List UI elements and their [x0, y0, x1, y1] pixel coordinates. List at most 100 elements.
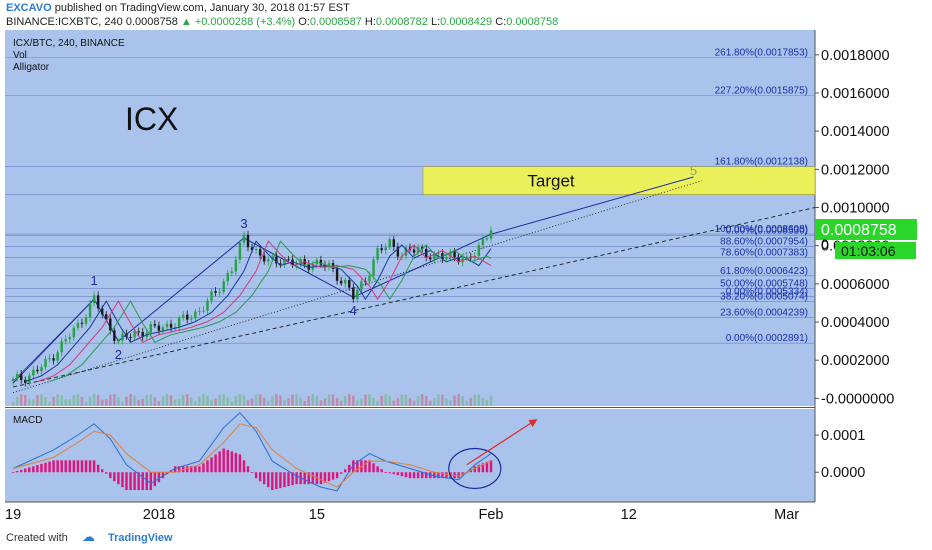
- macd-histogram-bar: [295, 472, 298, 485]
- tradingview-brand[interactable]: TradingView: [108, 532, 173, 544]
- highlight-circle: [448, 447, 502, 490]
- macd-histogram-bar: [311, 472, 315, 485]
- close-value: 0.0008758: [506, 16, 559, 28]
- candle-body: [473, 255, 477, 259]
- open-label: O:: [298, 16, 310, 28]
- volume-bar: [133, 395, 136, 406]
- volume-bar: [368, 394, 371, 406]
- annotation-title: ICX: [125, 101, 178, 137]
- candle-body: [238, 242, 242, 260]
- candle-body: [28, 375, 31, 383]
- price-axis-label: 0.0006000: [821, 277, 890, 293]
- macd-histogram-bar: [416, 472, 420, 479]
- volume-bar: [348, 394, 351, 406]
- volume-bar: [19, 394, 23, 406]
- candle-body: [477, 245, 481, 256]
- volume-bar: [364, 394, 367, 406]
- wave-projection-line: [490, 176, 694, 235]
- macd-histogram-bar: [48, 461, 51, 473]
- macd-histogram-bar: [121, 472, 124, 488]
- volume-bar: [303, 400, 306, 406]
- volume-bar: [380, 395, 383, 406]
- volume-bar: [48, 401, 51, 406]
- macd-histogram-bar: [129, 472, 132, 491]
- macd-axis-label: 0.0000: [821, 465, 865, 481]
- price-chart[interactable]: 261.80%(0.0017853)227.20%(0.0015875)161.…: [0, 30, 932, 526]
- candle-body: [137, 331, 140, 333]
- volume-bar: [412, 400, 416, 406]
- macd-histogram-bar: [400, 472, 404, 477]
- macd-histogram-bar: [254, 472, 258, 479]
- candle-body: [246, 234, 250, 248]
- macd-histogram-bar: [408, 472, 412, 479]
- candle-body: [339, 280, 343, 284]
- volume-bar: [230, 401, 234, 406]
- macd-histogram-bar: [364, 460, 367, 473]
- candle-body: [481, 238, 485, 246]
- publisher-name[interactable]: EXCAVO: [6, 2, 52, 14]
- candle-body: [380, 248, 383, 251]
- volume-bar: [157, 401, 161, 406]
- volume-bar: [121, 401, 124, 406]
- time-axis-labels: 19 2018 15 Feb 12 Mar: [5, 507, 799, 523]
- created-with-text: Created with: [6, 532, 68, 544]
- candle-body: [433, 253, 436, 260]
- macd-histogram-bar: [287, 472, 290, 487]
- candles: [11, 226, 493, 406]
- volume-bar: [424, 395, 428, 406]
- fib-label: 50.00%(0.0005748): [720, 279, 808, 290]
- candle-body: [279, 263, 282, 265]
- fib-label: 23.60%(0.0004239): [720, 307, 808, 318]
- candle-body: [56, 352, 59, 361]
- candle-body: [165, 323, 169, 328]
- candle-body: [194, 311, 197, 319]
- macd-histogram-bar: [246, 466, 250, 473]
- macd-histogram-bar: [242, 460, 246, 473]
- candle-body: [15, 374, 19, 379]
- volume-bar: [105, 398, 108, 406]
- volume-bar: [202, 394, 205, 406]
- volume-bar: [153, 397, 157, 406]
- macd-histogram-bar: [76, 460, 80, 473]
- trend-arrow-head: [528, 419, 538, 428]
- macd-histogram-bar: [404, 472, 408, 478]
- volume-bar: [327, 394, 331, 406]
- macd-histogram-bar: [283, 472, 286, 488]
- countdown-badge: [835, 242, 916, 259]
- volume-bar: [485, 400, 489, 406]
- macd-histogram-bar: [96, 464, 100, 473]
- candle-body: [161, 327, 165, 331]
- macd-histogram-bar: [32, 466, 35, 473]
- macd-pane-bg: [5, 409, 815, 502]
- candle-body: [100, 308, 104, 315]
- macd-histogram-bar: [481, 463, 485, 473]
- macd-histogram-bar: [234, 452, 238, 473]
- volume-bar: [372, 397, 375, 406]
- volume-bar: [222, 394, 225, 406]
- time-axis-label: 12: [621, 507, 637, 523]
- volume-bar: [186, 394, 189, 406]
- macd-histogram-bar: [303, 472, 306, 485]
- low-label: L:: [430, 16, 441, 28]
- macd-histogram-bar: [56, 460, 59, 473]
- macd-histogram-bar: [250, 472, 254, 474]
- volume-bar: [198, 396, 201, 406]
- candle-body: [96, 295, 100, 309]
- candle-body: [384, 247, 387, 251]
- macd-histogram-bar: [267, 472, 270, 488]
- macd-histogram-bar: [177, 466, 181, 473]
- macd-histogram-bar: [15, 471, 19, 473]
- candle-body: [412, 249, 416, 253]
- macd-histogram-bar: [145, 472, 148, 491]
- volume-bar: [465, 400, 468, 406]
- volume-bar: [72, 394, 76, 406]
- volume-bar: [64, 399, 67, 406]
- macd-histogram-bar: [36, 465, 39, 473]
- macd-histogram-bar: [222, 448, 225, 473]
- candle-body: [368, 275, 371, 282]
- volume-bar: [441, 394, 444, 406]
- volume-bar: [141, 398, 144, 406]
- macd-histogram-bar: [445, 472, 448, 479]
- candle-body: [64, 339, 67, 342]
- macd-histogram-bar: [335, 472, 339, 479]
